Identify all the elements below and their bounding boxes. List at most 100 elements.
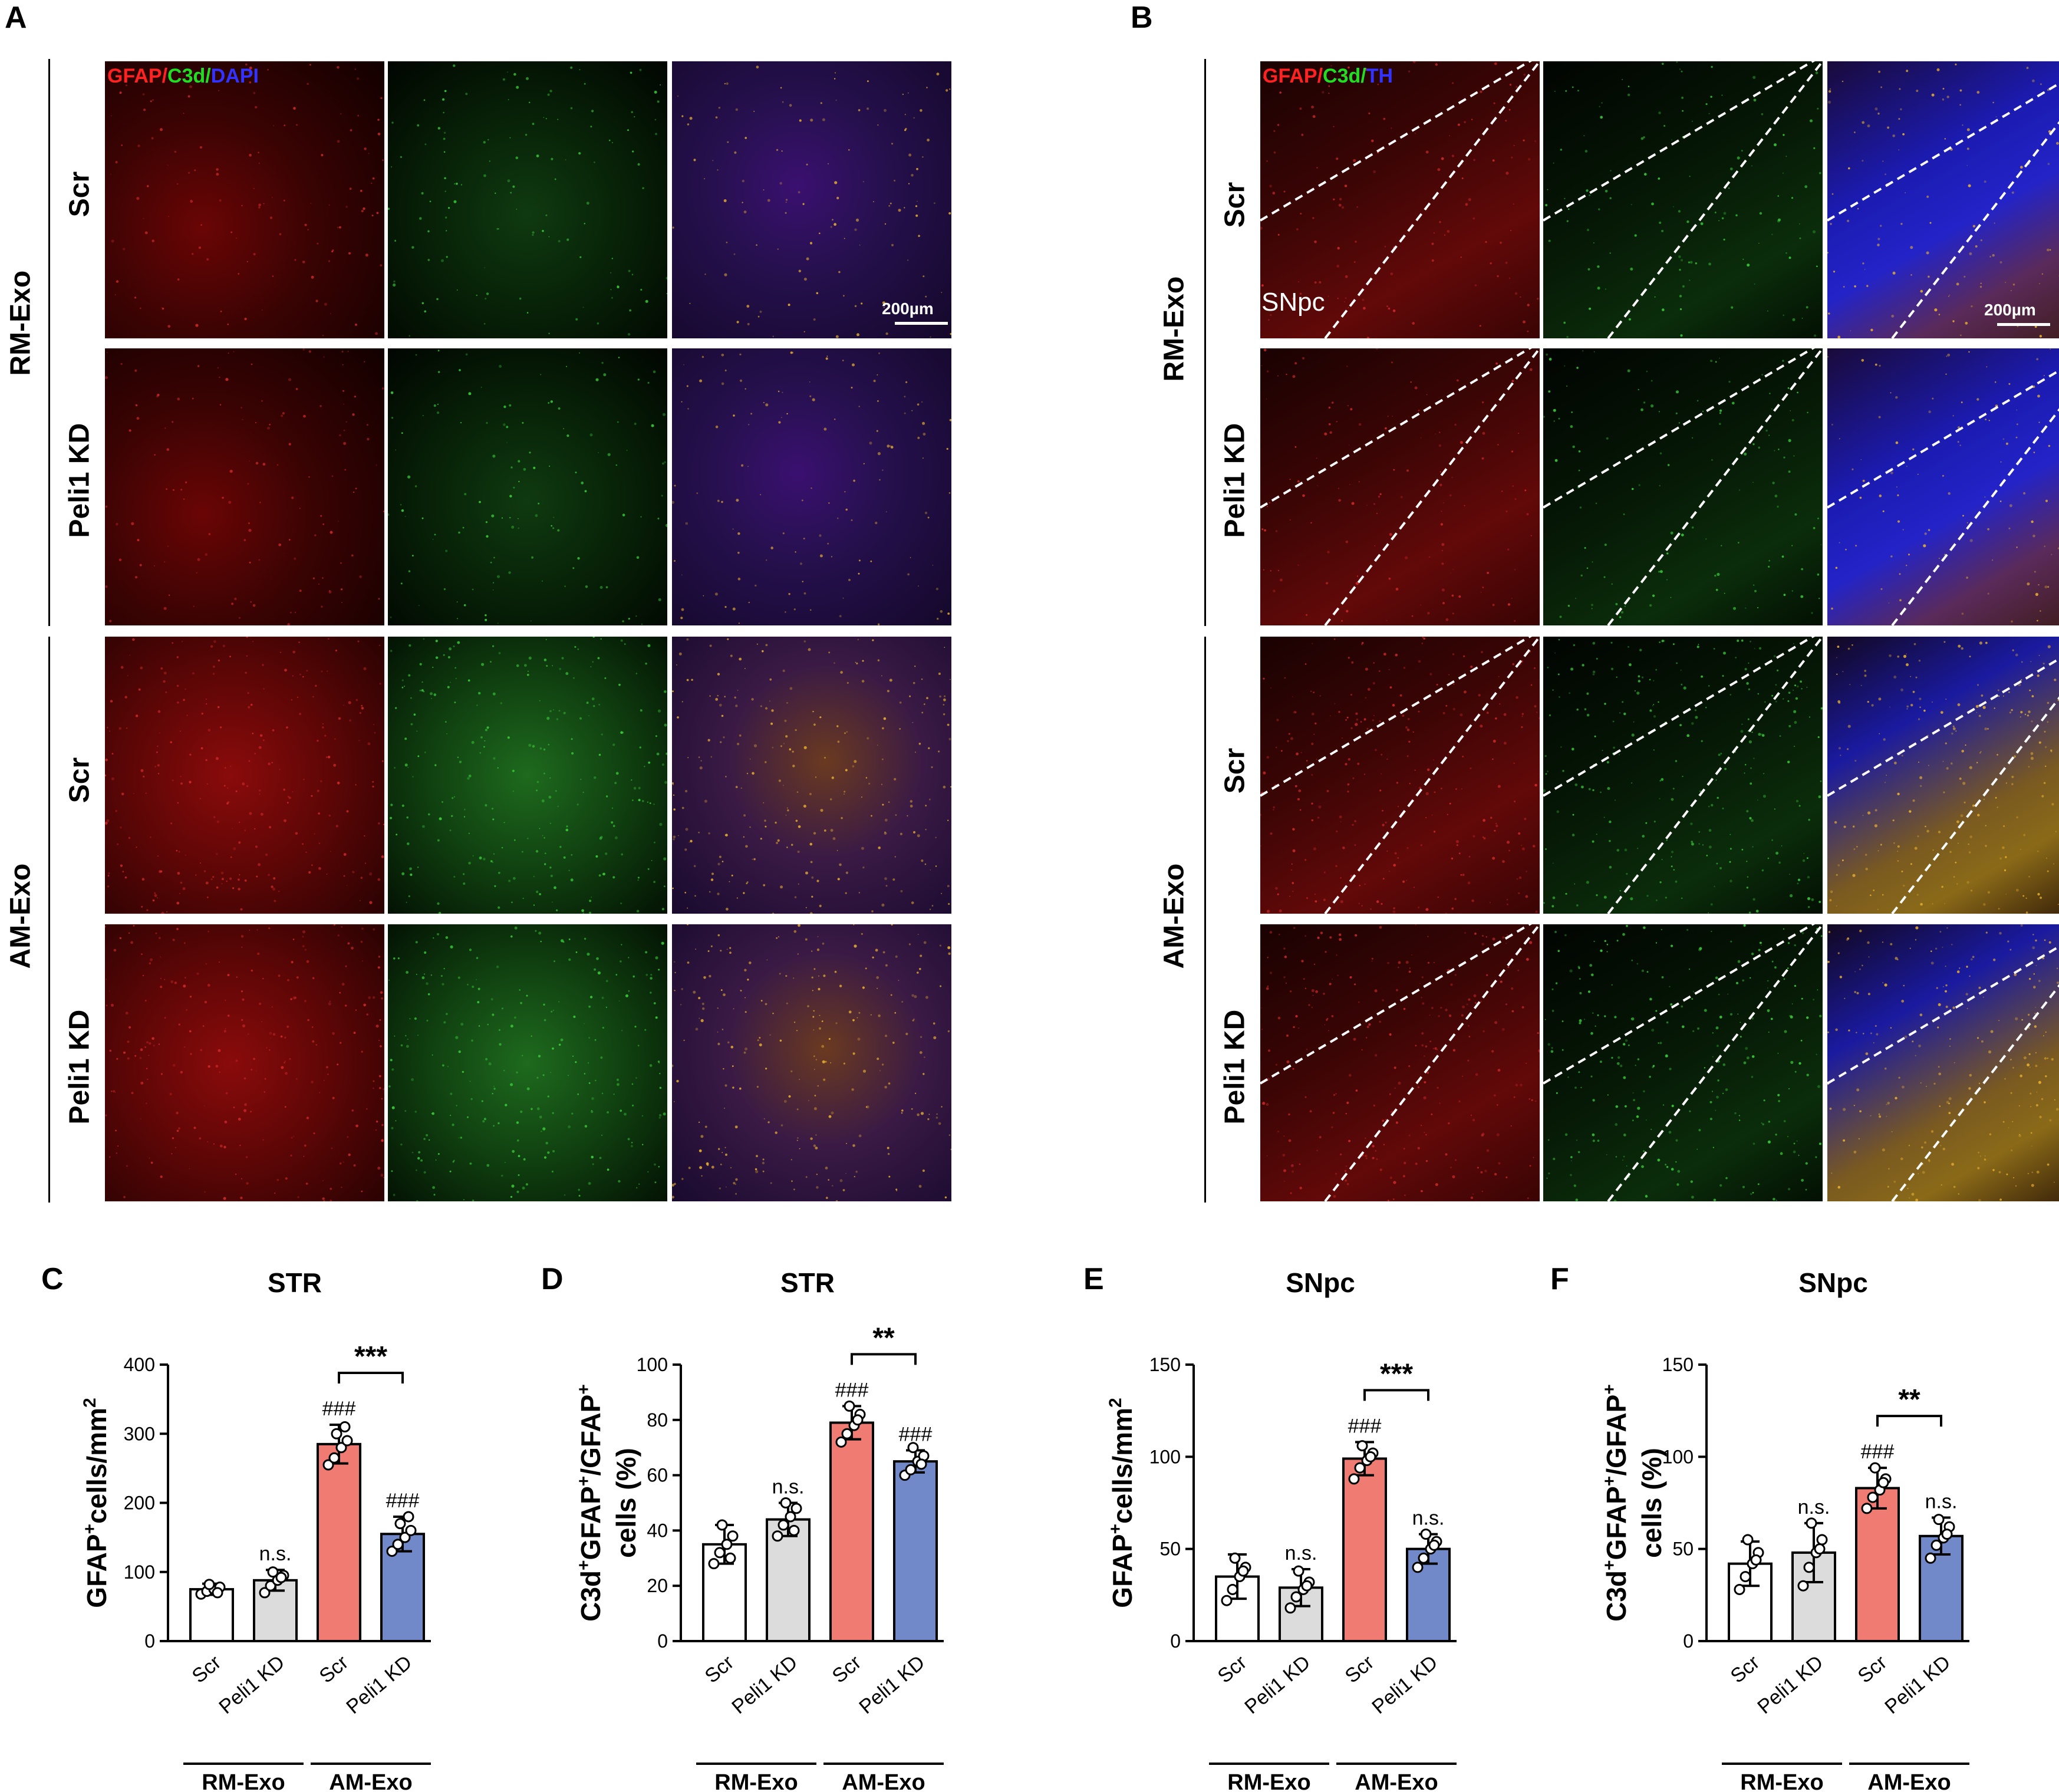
signal-dot	[657, 518, 660, 520]
signal-dot	[634, 116, 635, 117]
signal-dot	[1959, 967, 1961, 969]
signal-dot	[914, 666, 916, 667]
signal-dot	[1698, 831, 1701, 833]
signal-dot	[223, 785, 226, 787]
signal-dot	[1592, 1133, 1595, 1137]
signal-dot	[144, 1046, 146, 1048]
signal-dot	[516, 209, 518, 210]
signal-dot	[353, 1164, 356, 1167]
signal-dot	[884, 223, 887, 225]
signal-dot	[757, 1039, 759, 1042]
signal-dot	[631, 1142, 633, 1144]
signal-dot	[1347, 783, 1350, 786]
signal-dot	[920, 1112, 924, 1115]
signal-dot	[1961, 647, 1964, 650]
signal-dot	[289, 539, 291, 541]
signal-dot	[724, 696, 726, 698]
signal-dot	[141, 905, 143, 908]
signal-dot	[624, 1112, 627, 1116]
signal-dot	[169, 1092, 172, 1096]
signal-dot	[938, 673, 941, 675]
signal-dot	[1945, 699, 1947, 700]
signal-dot	[341, 1187, 342, 1188]
group-label-am-exo-b: AM-Exo	[1158, 863, 1190, 969]
signal-dot	[762, 1170, 765, 1172]
signal-dot	[415, 354, 417, 356]
signal-dot	[788, 304, 790, 307]
signal-dot	[848, 1010, 852, 1014]
signal-dot	[1387, 1200, 1389, 1201]
signal-dot	[128, 836, 131, 839]
signal-dot	[698, 756, 700, 758]
signal-dot	[786, 702, 788, 704]
signal-dot	[207, 1065, 210, 1068]
signal-dot	[717, 1031, 719, 1033]
signal-dot	[1514, 801, 1516, 803]
signal-dot	[1405, 961, 1409, 964]
signal-dot	[1474, 284, 1477, 286]
signal-dot	[2047, 721, 2049, 723]
row-label-peli-rm-b: Peli1 KD	[1219, 423, 1251, 538]
signal-dot	[371, 215, 374, 217]
signal-dot	[139, 1057, 142, 1059]
signal-dot	[834, 78, 836, 80]
signal-dot	[1368, 112, 1371, 114]
signal-dot	[1761, 733, 1763, 736]
signal-dot	[819, 534, 822, 537]
signal-dot	[1323, 871, 1326, 874]
signal-dot	[861, 680, 865, 683]
signal-dot	[701, 355, 704, 358]
signal-dot	[1455, 788, 1457, 790]
signal-dot	[383, 823, 384, 825]
signal-dot	[759, 1037, 761, 1039]
signal-dot	[1372, 682, 1375, 685]
y-tick-label: 100	[1149, 1446, 1181, 1467]
signal-dot	[1844, 997, 1846, 999]
signal-dot	[176, 928, 179, 930]
signal-dot	[815, 1134, 817, 1136]
signal-dot	[1874, 809, 1877, 812]
signal-dot	[1867, 701, 1869, 703]
signal-dot	[328, 260, 331, 262]
signal-dot	[317, 242, 319, 245]
signal-dot	[1339, 815, 1342, 819]
signal-dot	[183, 1046, 186, 1048]
signal-dot	[498, 622, 499, 624]
signal-dot	[1760, 941, 1762, 944]
signal-dot	[444, 177, 446, 180]
signal-dot	[591, 697, 595, 700]
signal-dot	[1371, 957, 1373, 960]
signal-dot	[1837, 645, 1840, 648]
signal-dot	[591, 1110, 594, 1114]
signal-dot	[1509, 84, 1512, 86]
signal-dot	[1880, 844, 1882, 846]
signal-dot	[1853, 848, 1856, 851]
signal-dot	[1633, 721, 1635, 723]
signal-dot	[1612, 720, 1615, 723]
signal-dot	[227, 1014, 230, 1017]
signal-dot	[1645, 822, 1648, 824]
signal-dot	[180, 1070, 183, 1074]
signal-dot	[150, 1161, 153, 1164]
signal-dot	[140, 769, 144, 772]
signal-dot	[260, 812, 263, 816]
signal-dot	[426, 1134, 429, 1137]
signal-dot	[1482, 431, 1485, 435]
category-label: Scr	[1341, 1651, 1378, 1688]
signal-dot	[1363, 718, 1366, 721]
signal-dot	[1712, 1147, 1714, 1148]
signal-dot	[180, 776, 182, 778]
signal-dot	[1330, 65, 1332, 67]
signal-dot	[916, 167, 918, 170]
signal-dot	[834, 181, 838, 185]
signal-dot	[1962, 515, 1964, 517]
signal-dot	[1564, 1133, 1568, 1137]
signal-dot	[1298, 789, 1302, 792]
signal-dot	[1880, 588, 1883, 590]
signal-dot	[2051, 1058, 2054, 1061]
signal-dot	[659, 1086, 662, 1089]
signal-dot	[1361, 1049, 1363, 1051]
signal-dot	[589, 996, 593, 999]
signal-dot	[808, 1100, 809, 1101]
signal-dot	[315, 1044, 317, 1046]
